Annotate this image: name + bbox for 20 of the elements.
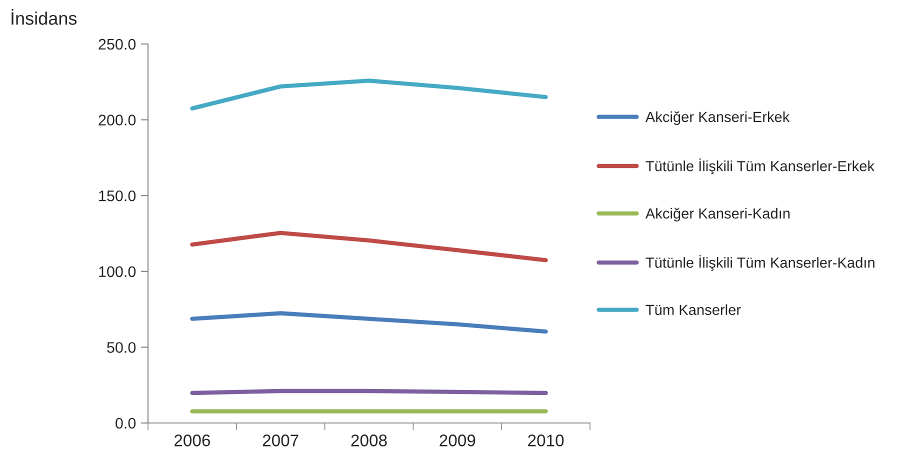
legend-label: Akciğer Kanseri-Erkek [645,111,790,125]
x-tick-label: 2007 [262,434,298,446]
y-tick-label: 50.0 [107,342,136,353]
y-tick-label: 100.0 [99,266,136,278]
x-tick-label: 2010 [528,434,564,446]
y-tick-label: 250.0 [98,38,136,50]
legend-label: Tüm Kanserler [646,304,741,316]
y-tick-label: 0.0 [116,418,136,429]
y-axis-title: İnsidans [12,9,77,25]
line-series [190,311,548,334]
y-tick-label: 150.0 [99,190,136,202]
legend-label: Tütünle İlişkili Tüm Kanserler-Erkek [646,158,875,174]
x-tick-label: 2009 [440,434,476,446]
line-series [190,78,548,111]
y-tick-label: 200.0 [98,114,136,126]
legend-label: Akciğer Kanseri-Kadın [645,208,790,222]
x-tick-label: 2008 [351,434,387,446]
legend-label: Tütünle İlişkili Tüm Kanserler-Kadın [646,255,874,271]
line-series [190,230,548,262]
x-tick-label: 2006 [174,434,210,446]
